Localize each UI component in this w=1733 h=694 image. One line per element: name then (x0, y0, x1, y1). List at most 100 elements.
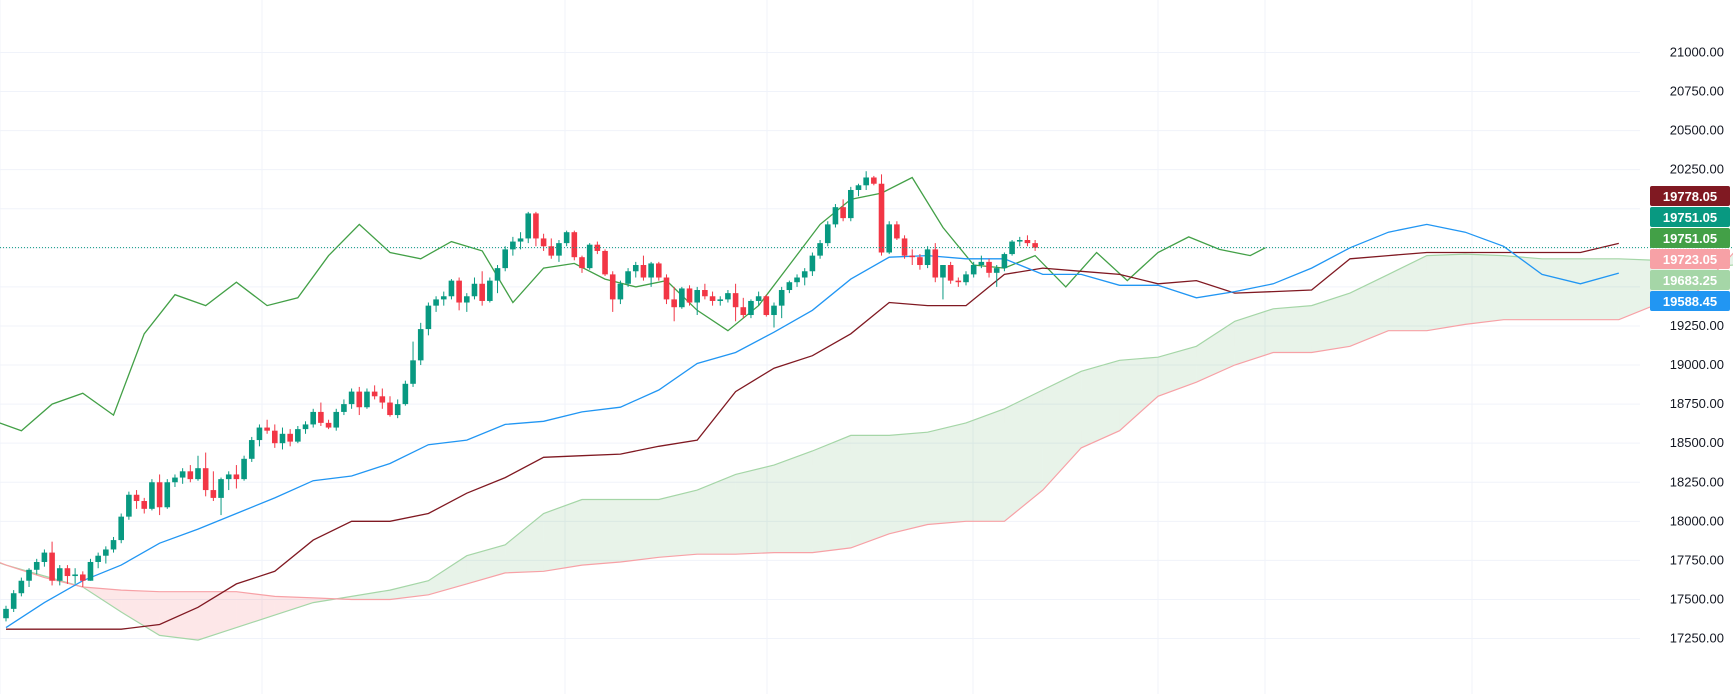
candle-down[interactable] (133, 490, 140, 509)
candle-up[interactable] (33, 558, 40, 575)
candle-down[interactable] (264, 419, 270, 434)
candle-up[interactable] (625, 268, 631, 287)
candle-down[interactable] (64, 565, 71, 584)
candle-up[interactable] (694, 286, 700, 316)
candle-up[interactable] (341, 399, 347, 416)
candle-up[interactable] (801, 268, 808, 286)
candle-up[interactable] (855, 183, 862, 197)
candle-up[interactable] (848, 186, 854, 222)
candle-up[interactable] (56, 565, 63, 586)
candle-up[interactable] (394, 399, 401, 419)
candle-down[interactable] (456, 277, 462, 311)
candle-down[interactable] (272, 424, 278, 448)
candle-up[interactable] (725, 290, 731, 303)
candle-up[interactable] (333, 408, 340, 431)
candle-up[interactable] (679, 286, 685, 309)
candle-up[interactable] (348, 388, 355, 409)
candle-up[interactable] (126, 491, 132, 520)
candle-down[interactable] (894, 221, 900, 240)
candle-up[interactable] (310, 408, 316, 428)
candle-up[interactable] (748, 299, 754, 319)
candle-up[interactable] (494, 265, 501, 294)
candle-up[interactable] (755, 291, 762, 306)
price-axis[interactable]: 21000.00 20750.00 20500.00 20250.00 19250.00… (1670, 44, 1724, 645)
candle-down[interactable] (1032, 240, 1038, 251)
candle-down[interactable] (917, 254, 923, 270)
candle-up[interactable] (433, 296, 439, 312)
candle-up[interactable] (118, 513, 124, 544)
candle-up[interactable] (563, 230, 570, 247)
candle-up[interactable] (10, 590, 17, 612)
candle-up[interactable] (863, 171, 869, 190)
candle-down[interactable] (663, 274, 670, 305)
candle-up[interactable] (794, 274, 800, 287)
candle-down[interactable] (579, 255, 585, 273)
candle-down[interactable] (233, 465, 240, 489)
candle-down[interactable] (740, 297, 747, 319)
candle-up[interactable] (817, 240, 823, 259)
candle-down[interactable] (640, 255, 647, 281)
candle-up[interactable] (525, 211, 532, 244)
candle-down[interactable] (763, 294, 770, 317)
candle-up[interactable] (824, 221, 831, 247)
candle-down[interactable] (187, 465, 194, 483)
candle-up[interactable] (72, 568, 78, 584)
candle-down[interactable] (909, 249, 916, 266)
candle-up[interactable] (786, 280, 793, 294)
candle-down[interactable] (318, 402, 324, 426)
candle-up[interactable] (103, 546, 109, 564)
candle-down[interactable] (955, 277, 962, 287)
candle-up[interactable] (586, 243, 593, 270)
candle-up[interactable] (464, 293, 470, 312)
candle-down[interactable] (702, 283, 708, 300)
candle-up[interactable] (970, 261, 977, 278)
candle-up[interactable] (302, 421, 309, 434)
candle-up[interactable] (717, 296, 724, 306)
candle-up[interactable] (225, 471, 232, 491)
candle-up[interactable] (95, 552, 101, 569)
candle-up[interactable] (886, 221, 892, 255)
candle-down[interactable] (533, 211, 539, 247)
candle-up[interactable] (978, 255, 985, 269)
candle-down[interactable] (709, 291, 716, 306)
candle-down[interactable] (571, 230, 578, 261)
candle-up[interactable] (417, 322, 424, 366)
candle-down[interactable] (371, 385, 378, 400)
candle-down[interactable] (901, 235, 908, 259)
candle-up[interactable] (364, 388, 370, 409)
candle-down[interactable] (379, 388, 386, 409)
candle-up[interactable] (556, 240, 562, 262)
candle-up[interactable] (771, 302, 777, 328)
candle-up[interactable] (448, 279, 455, 300)
candle-up[interactable] (1009, 240, 1015, 256)
candle-down[interactable] (671, 286, 677, 322)
candle-up[interactable] (172, 474, 178, 487)
candle-up[interactable] (963, 271, 969, 286)
candle-down[interactable] (287, 429, 293, 447)
candle-down[interactable] (210, 471, 217, 502)
candle-up[interactable] (218, 477, 224, 516)
candle-down[interactable] (871, 175, 877, 186)
candlesticks[interactable] (3, 171, 1038, 622)
candle-up[interactable] (256, 424, 263, 447)
candle-down[interactable] (356, 386, 363, 416)
candle-up[interactable] (471, 277, 478, 300)
candle-down[interactable] (1024, 235, 1031, 247)
candle-up[interactable] (832, 204, 839, 228)
candle-down[interactable] (387, 396, 393, 417)
candle-up[interactable] (410, 341, 416, 387)
candle-up[interactable] (248, 436, 255, 462)
candle-down[interactable] (479, 271, 485, 306)
candle-up[interactable] (517, 232, 524, 250)
candle-down[interactable] (540, 233, 547, 251)
candle-up[interactable] (924, 246, 931, 269)
candle-down[interactable] (986, 258, 992, 278)
candle-down[interactable] (878, 174, 885, 256)
candle-up[interactable] (279, 427, 286, 450)
candle-up[interactable] (179, 468, 186, 484)
candle-down[interactable] (202, 452, 209, 497)
candle-up[interactable] (149, 479, 155, 511)
candle-down[interactable] (656, 261, 662, 281)
candle-up[interactable] (617, 280, 624, 305)
